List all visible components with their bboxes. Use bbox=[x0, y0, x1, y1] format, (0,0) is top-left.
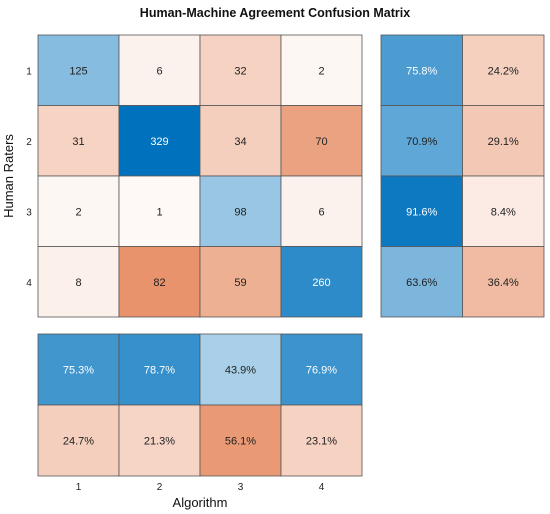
matrix-cell-value: 31 bbox=[72, 136, 84, 148]
row-tick-label: 1 bbox=[26, 66, 32, 77]
matrix-cell bbox=[118, 34, 201, 106]
column-summary-cell bbox=[37, 333, 120, 406]
matrix-cell-value: 125 bbox=[69, 65, 87, 77]
column-summary-cell bbox=[280, 404, 363, 477]
column-tick-label: 2 bbox=[157, 482, 163, 493]
column-tick-label: 3 bbox=[238, 482, 244, 493]
row-summary-value: 8.4% bbox=[491, 206, 516, 218]
column-summary-value: 56.1% bbox=[225, 436, 256, 448]
row-summary-cell bbox=[462, 34, 545, 106]
column-summary-value: 24.7% bbox=[63, 436, 94, 448]
matrix-cell-value: 59 bbox=[234, 277, 246, 289]
matrix-cell-value: 34 bbox=[234, 136, 246, 148]
column-summary-panel: 75.3% 78.7% 43.9% 76.9% 24.7% 21.3% 56.1% 23.1% bbox=[37, 333, 363, 477]
row-summary-cell bbox=[380, 175, 463, 247]
matrix-cell bbox=[118, 175, 201, 247]
row-tick-label: 4 bbox=[26, 278, 32, 289]
matrix-cell bbox=[280, 246, 363, 318]
matrix-cell-value: 329 bbox=[150, 136, 168, 148]
matrix-cell bbox=[37, 246, 120, 318]
matrix-cell bbox=[280, 175, 363, 247]
row-summary-value: 91.6% bbox=[406, 206, 437, 218]
column-tick-label: 4 bbox=[319, 482, 325, 493]
matrix-cell-value: 6 bbox=[318, 206, 324, 218]
matrix-cell-value: 2 bbox=[75, 206, 81, 218]
row-summary-cell bbox=[380, 105, 463, 177]
column-summary-cell bbox=[199, 333, 282, 406]
matrix-cell-value: 6 bbox=[156, 65, 162, 77]
matrix-cell-value: 8 bbox=[75, 277, 81, 289]
row-tick-label: 3 bbox=[26, 207, 32, 218]
row-summary-value: 63.6% bbox=[406, 277, 437, 289]
matrix-cell-value: 2 bbox=[318, 65, 324, 77]
row-tick-labels: 1 2 3 4 bbox=[26, 66, 32, 289]
row-summary-cell bbox=[462, 246, 545, 318]
column-tick-labels: 1 2 3 4 bbox=[76, 482, 325, 493]
row-summary-value: 70.9% bbox=[406, 136, 437, 148]
matrix-cell-value: 1 bbox=[156, 206, 162, 218]
matrix-cell bbox=[37, 105, 120, 177]
matrix-cell-value: 32 bbox=[234, 65, 246, 77]
matrix-cell bbox=[199, 246, 282, 318]
row-summary-cell bbox=[462, 175, 545, 247]
matrix-cell bbox=[37, 34, 120, 106]
row-summary-panel: 75.8% 24.2% 70.9% 29.1% 91.6% 8.4% 63.6% 36.4% bbox=[380, 34, 545, 318]
column-summary-cell bbox=[199, 404, 282, 477]
column-summary-value: 75.3% bbox=[63, 365, 94, 377]
column-summary-value: 78.7% bbox=[144, 365, 175, 377]
main-matrix: 125 6 32 2 31 329 34 70 2 1 98 6 8 82 59 260 bbox=[37, 34, 363, 318]
row-summary-value: 24.2% bbox=[488, 65, 519, 77]
row-summary-cell bbox=[462, 105, 545, 177]
column-summary-cell bbox=[280, 333, 363, 406]
matrix-cell bbox=[280, 105, 363, 177]
y-axis-label: Human Raters bbox=[1, 134, 16, 218]
matrix-cell-value: 98 bbox=[234, 206, 246, 218]
matrix-cell bbox=[199, 34, 282, 106]
row-tick-label: 2 bbox=[26, 137, 32, 148]
column-summary-value: 21.3% bbox=[144, 436, 175, 448]
row-summary-value: 29.1% bbox=[488, 136, 519, 148]
x-axis-label: Algorithm bbox=[173, 495, 228, 510]
column-summary-cell bbox=[37, 404, 120, 477]
matrix-cell-value: 260 bbox=[312, 277, 330, 289]
matrix-cell-value: 70 bbox=[315, 136, 327, 148]
column-summary-value: 43.9% bbox=[225, 365, 256, 377]
column-tick-label: 1 bbox=[76, 482, 82, 493]
matrix-cell bbox=[118, 105, 201, 177]
matrix-cell bbox=[280, 34, 363, 106]
matrix-cell bbox=[118, 246, 201, 318]
row-summary-value: 36.4% bbox=[488, 277, 519, 289]
chart-title: Human-Machine Agreement Confusion Matrix bbox=[140, 6, 410, 20]
matrix-cell-value: 82 bbox=[153, 277, 165, 289]
column-summary-value: 23.1% bbox=[306, 436, 337, 448]
row-summary-cell bbox=[380, 34, 463, 106]
row-summary-cell bbox=[380, 246, 463, 318]
column-summary-value: 76.9% bbox=[306, 365, 337, 377]
row-summary-value: 75.8% bbox=[406, 65, 437, 77]
